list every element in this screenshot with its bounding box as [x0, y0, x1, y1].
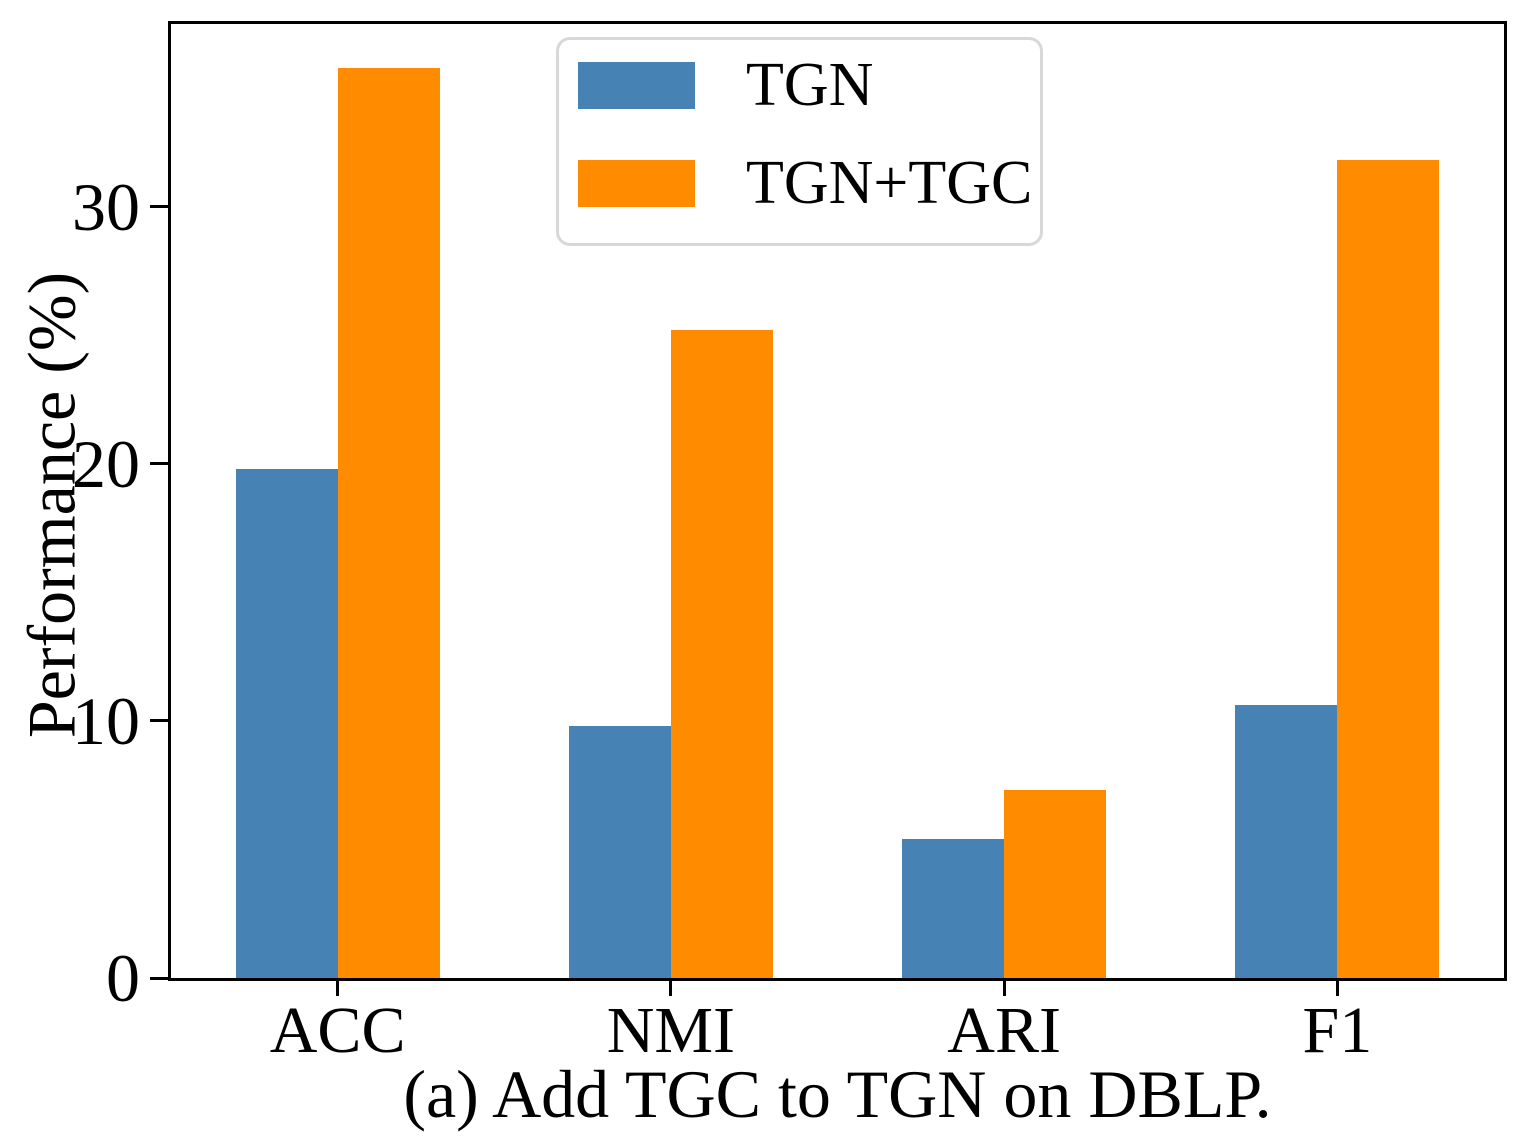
- bar-tgn-acc: [235, 468, 338, 978]
- x-tick-label-f1: F1: [1302, 994, 1373, 1067]
- x-tick-label-ari: ARI: [947, 994, 1061, 1067]
- x-tick-acc: [336, 981, 340, 996]
- bar-tgn-tgc-nmi: [670, 330, 773, 978]
- y-tick-10: [150, 719, 168, 723]
- bar-tgn-ari: [902, 839, 1005, 978]
- legend-swatch-tgn: [578, 62, 695, 109]
- y-tick-label-20: 20: [72, 425, 140, 502]
- y-tick-20: [150, 462, 168, 466]
- y-tick-label-10: 10: [72, 682, 140, 759]
- legend-label-tgn-tgc: TGN+TGC: [746, 149, 1033, 217]
- legend-swatch-tgn-tgc: [578, 160, 695, 207]
- legend-label-tgn: TGN: [746, 51, 874, 119]
- x-tick-f1: [1335, 981, 1339, 996]
- bar-tgn-f1: [1235, 705, 1338, 978]
- bar-tgn-tgc-f1: [1337, 160, 1440, 978]
- legend: TGN TGN+TGC: [556, 37, 1043, 246]
- x-tick-ari: [1002, 981, 1006, 996]
- y-tick-label-0: 0: [106, 940, 140, 1016]
- x-tick-label-acc: ACC: [269, 994, 406, 1067]
- y-tick-30: [150, 205, 168, 209]
- bar-tgn-tgc-ari: [1004, 790, 1107, 978]
- bars-layer: [171, 24, 1504, 978]
- plot-area: TGN TGN+TGC: [168, 21, 1507, 981]
- y-tick-0: [150, 976, 168, 980]
- y-tick-label-30: 30: [72, 168, 140, 245]
- y-axis-label: Performance (%): [13, 271, 90, 739]
- bar-tgn-tgc-acc: [337, 67, 440, 978]
- figure-caption: (a) Add TGC to TGN on DBLP.: [403, 1056, 1272, 1132]
- x-tick-nmi: [669, 981, 673, 996]
- x-tick-label-nmi: NMI: [606, 994, 736, 1067]
- bar-tgn-nmi: [568, 726, 671, 978]
